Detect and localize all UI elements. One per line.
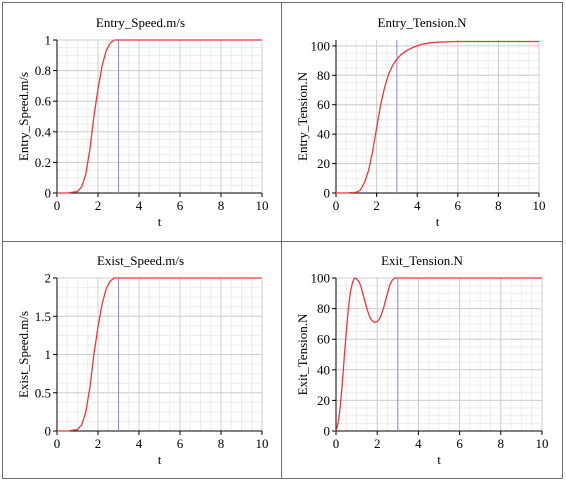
y-tick-label: 0 xyxy=(324,186,331,201)
y-tick-label: 0.2 xyxy=(35,155,51,170)
x-tick-label: 2 xyxy=(374,436,381,451)
chart-exit-tension: Exit_Tension.N0 2 4 6 8 10020406080100tExit_T… xyxy=(295,253,549,467)
y-tick-label: 2 xyxy=(45,271,52,286)
chart-title: Exist_Speed.m/s xyxy=(97,253,184,268)
x-tick-label: 6 xyxy=(456,436,463,451)
chart-entry-tension: Entry_Tension.N0 2 4 6 8 10020406080100tEntry… xyxy=(295,15,546,229)
y-tick-label: 0.4 xyxy=(35,124,52,139)
chart-entry-speed: Entry_Speed.m/s 0 2 4 6 8 10 0 0.2 0.4 0.6 0.8 1 t Ent… xyxy=(16,15,269,229)
x-tick-label: 8 xyxy=(218,436,225,451)
chart-exist-speed: Exist_Speed.m/s 0 2 4 6 8 10 0 0.5 1 1.5 2 t Exist_Sp… xyxy=(16,253,269,467)
x-axis-label: t xyxy=(436,214,440,229)
y-tick-label: 0 xyxy=(45,186,52,201)
chart-title: Exit_Tension.N xyxy=(381,253,463,268)
x-tick-label: 10 xyxy=(256,198,269,213)
x-axis-label: t xyxy=(437,452,441,467)
y-tick-label: 20 xyxy=(317,156,330,171)
y-axis-label: Entry_Tension.N xyxy=(295,71,310,161)
y-tick-label: 0 xyxy=(324,424,331,439)
minor-gridlines xyxy=(335,277,543,432)
x-tick-label: 2 xyxy=(95,436,102,451)
y-axis-label: Entry_Speed.m/s xyxy=(16,72,31,161)
x-tick-label: 0 xyxy=(333,198,340,213)
x-tick-label: 0 xyxy=(333,436,340,451)
panel-divider-vertical xyxy=(281,2,282,479)
y-tick-label: 80 xyxy=(317,68,330,83)
y-tick-label: 40 xyxy=(317,362,330,377)
x-tick-label: 6 xyxy=(177,198,184,213)
x-axis-label: t xyxy=(158,214,162,229)
x-tick-label: 6 xyxy=(177,436,184,451)
x-tick-label: 4 xyxy=(415,436,422,451)
y-tick-label: 100 xyxy=(311,271,331,286)
y-tick-label: 1 xyxy=(45,347,52,362)
y-tick-label: 100 xyxy=(311,38,331,53)
x-tick-label: 2 xyxy=(373,198,380,213)
y-tick-label: 1.5 xyxy=(35,309,51,324)
x-tick-label: 10 xyxy=(256,436,269,451)
series-line xyxy=(335,277,542,432)
y-axis-label: Exit_Tension.N xyxy=(295,313,310,395)
x-tick-label: 0 xyxy=(54,198,61,213)
series-line xyxy=(57,39,262,194)
chart-title: Entry_Speed.m/s xyxy=(96,15,185,30)
y-tick-label: 0.8 xyxy=(35,63,51,78)
chart-title: Entry_Tension.N xyxy=(378,15,468,30)
x-tick-label: 4 xyxy=(136,198,143,213)
series-line xyxy=(336,40,539,194)
y-tick-label: 60 xyxy=(317,97,330,112)
y-tick-label: 40 xyxy=(317,127,330,142)
panel-divider-horizontal xyxy=(2,241,563,242)
y-tick-label: 20 xyxy=(317,393,330,408)
x-tick-label: 4 xyxy=(414,198,421,213)
y-tick-label: 60 xyxy=(317,332,330,347)
minor-gridlines xyxy=(335,40,540,194)
y-tick-label: 0.5 xyxy=(35,385,51,400)
x-tick-label: 0 xyxy=(54,436,61,451)
x-tick-label: 8 xyxy=(495,198,502,213)
x-tick-label: 8 xyxy=(218,198,225,213)
series-line xyxy=(57,277,262,432)
x-tick-label: 6 xyxy=(455,198,462,213)
minor-gridlines xyxy=(56,39,263,194)
y-tick-label: 0.6 xyxy=(35,94,52,109)
y-tick-label: 80 xyxy=(317,301,330,316)
x-tick-label: 8 xyxy=(498,436,505,451)
y-tick-label: 0 xyxy=(45,424,52,439)
y-tick-label: 1 xyxy=(45,33,52,48)
x-tick-label: 10 xyxy=(533,198,546,213)
x-axis-label: t xyxy=(158,452,162,467)
y-axis-label: Exist_Speed.m/s xyxy=(16,311,31,398)
x-tick-label: 2 xyxy=(95,198,102,213)
x-tick-label: 10 xyxy=(536,436,549,451)
x-tick-label: 4 xyxy=(136,436,143,451)
